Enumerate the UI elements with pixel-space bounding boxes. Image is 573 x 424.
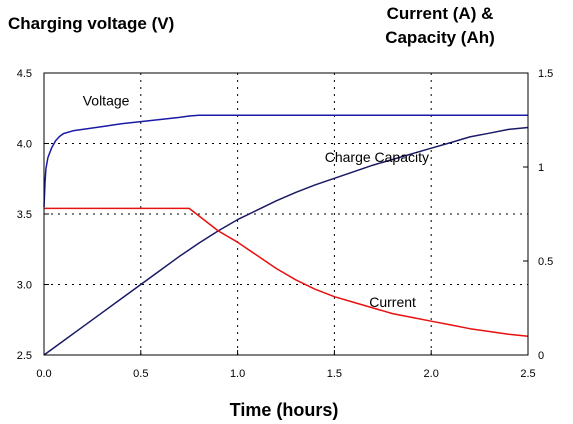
right-axis-title-line2: Capacity (Ah)	[385, 28, 495, 47]
y-right-tick-label: 0	[538, 350, 544, 362]
y-right-tick-label: 0.5	[538, 256, 553, 268]
series-line-charge-capacity	[43, 126, 529, 356]
y-left-tick-label: 3.5	[17, 209, 32, 221]
tick-layer: 0.0 0.5 1.0 1.5 2.0 2.5 2.5 3.0 3.5 4.0 4.5 0 0.5 1 1.…	[17, 68, 554, 380]
annotation-label: Current	[369, 294, 416, 310]
right-axis-title-line1: Current (A) &	[387, 4, 494, 23]
series-line-voltage	[43, 114, 528, 208]
annotation-layer: Voltage Charge Capacity Current	[83, 92, 429, 310]
series-line-current	[44, 207, 529, 337]
y-left-tick-label: 4.5	[17, 68, 32, 80]
y-right-tick-label: 1	[538, 162, 544, 174]
x-axis-label: Time (hours)	[230, 400, 339, 420]
y-left-tick-label: 4.0	[17, 139, 32, 151]
x-tick-label: 2.0	[424, 368, 439, 380]
left-axis-title: Charging voltage (V)	[8, 14, 174, 33]
y-left-tick-label: 2.5	[17, 350, 32, 362]
y-left-tick-label: 3.0	[17, 280, 32, 292]
x-tick-label: 0.0	[36, 368, 51, 380]
grid	[44, 73, 528, 355]
annotation-label: Charge Capacity	[325, 149, 429, 165]
annotation-label: Voltage	[83, 92, 130, 108]
x-tick-label: 1.5	[327, 368, 342, 380]
x-tick-label: 2.5	[520, 368, 535, 380]
x-tick-label: 0.5	[133, 368, 148, 380]
series-layer	[43, 114, 529, 356]
y-right-tick-label: 1.5	[538, 68, 553, 80]
x-tick-label: 1.0	[230, 368, 245, 380]
